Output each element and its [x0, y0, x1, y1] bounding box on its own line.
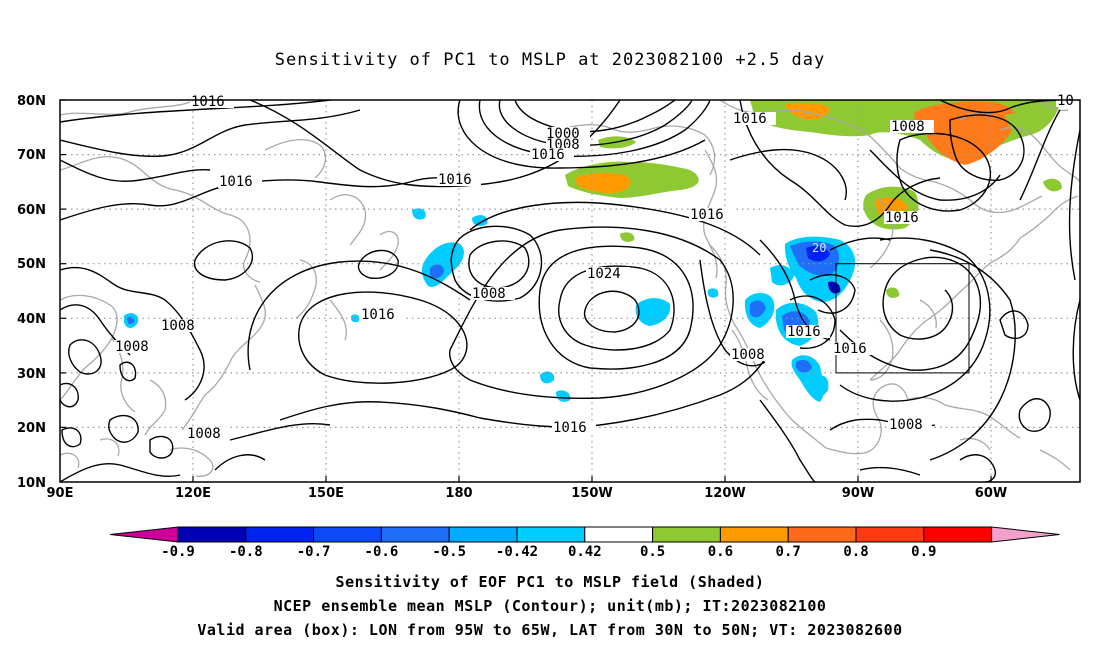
contour-label: 1008 — [187, 426, 221, 442]
colorbar-label: -0.9 — [161, 544, 195, 560]
colorbar-swatch — [719, 526, 789, 543]
colorbar-swatch — [380, 526, 450, 543]
lat-label: 70N — [17, 148, 46, 163]
contour-label: 1016 — [531, 147, 565, 163]
colorbar-label: 0.42 — [568, 544, 602, 560]
contour-label: 1016 — [885, 210, 919, 226]
contour-label: 1008 — [472, 286, 506, 302]
colorbar-label: 0.6 — [708, 544, 733, 560]
lon-label: 60W — [975, 486, 1007, 501]
contour-label: 1016 — [787, 324, 821, 340]
lon-label: 120W — [704, 486, 745, 501]
colorbar-swatch — [584, 526, 654, 543]
colorbar-label: -0.7 — [297, 544, 331, 560]
colorbar-label: 0.7 — [776, 544, 801, 560]
contour-label: 10 — [1057, 93, 1074, 109]
colorbar-swatch — [787, 526, 857, 543]
lat-label: 20N — [17, 421, 46, 436]
colorbar-swatch — [313, 526, 382, 543]
contour-label: 1008 — [889, 417, 923, 433]
contour-label: 1016 — [438, 172, 472, 188]
colorbar-swatch — [652, 526, 721, 543]
axis-ticks — [60, 99, 992, 482]
lon-label: 150E — [308, 486, 344, 501]
colorbar-label: 0.9 — [911, 544, 936, 560]
colorbar-low-arrow — [109, 526, 179, 543]
caption-line-1: Sensitivity of EOF PC1 to MSLP field (Sh… — [335, 573, 765, 591]
longitude-labels: 90E 120E 150E 180 150W 120W 90W 60W — [47, 486, 1008, 501]
contour-label: 1016 — [553, 420, 587, 436]
lat-label: 50N — [17, 257, 46, 272]
contour-label: 1008 — [731, 347, 765, 363]
lon-label: 90E — [47, 486, 74, 501]
contour-label: 1008 — [115, 339, 149, 355]
contour-label: 1016 — [361, 307, 395, 323]
colorbar-label: 0.5 — [640, 544, 665, 560]
contour-label: 1016 — [219, 174, 253, 190]
contour-label-layer: 1016 1000 1008 1016 1016 1008 10 1016 — [114, 93, 1078, 442]
colorbar: -0.9 -0.8 -0.7 -0.6 -0.5 -0.42 0.42 0.5 0.6 0.7 0.… — [109, 526, 1060, 560]
lon-label: 120E — [175, 486, 211, 501]
colorbar-swatch — [448, 526, 518, 543]
colorbar-swatch — [245, 526, 315, 543]
lat-label: 30N — [17, 367, 46, 382]
lon-label: 180 — [445, 486, 472, 501]
lat-label: 60N — [17, 203, 46, 218]
lat-label: 40N — [17, 312, 46, 327]
colorbar-label: -0.8 — [229, 544, 263, 560]
colorbar-swatch — [177, 526, 247, 543]
colorbar-high-arrow — [991, 526, 1060, 543]
valid-area-box — [835, 263, 970, 374]
contour-label: 1008 — [891, 119, 925, 135]
contour-label: 20 — [812, 241, 826, 255]
colorbar-label: 0.8 — [843, 544, 868, 560]
latitude-labels: 80N 70N 60N 50N 40N 30N 20N 10N — [17, 94, 46, 491]
colorbar-swatch — [923, 526, 993, 543]
lon-label: 150W — [571, 486, 612, 501]
colorbar-swatch — [855, 526, 925, 543]
contour-label: 1008 — [161, 318, 195, 334]
contour-label: 1016 — [833, 341, 867, 357]
colorbar-swatch — [516, 526, 586, 543]
contour-label: 1016 — [191, 94, 225, 110]
lat-label: 80N — [17, 94, 46, 109]
colorbar-label: -0.42 — [496, 544, 538, 560]
colorbar-label: -0.5 — [432, 544, 466, 560]
contour-label: 1024 — [587, 266, 621, 282]
lon-label: 90W — [842, 486, 874, 501]
lat-label: 10N — [17, 476, 46, 491]
map-title: Sensitivity of PC1 to MSLP at 2023082100… — [274, 50, 826, 70]
contour-label: 1016 — [690, 207, 724, 223]
caption-line-3: Valid area (box): LON from 95W to 65W, L… — [197, 621, 903, 639]
contour-label: 1016 — [733, 111, 767, 127]
caption-line-2: NCEP ensemble mean MSLP (Contour); unit(… — [273, 597, 827, 615]
colorbar-label: -0.6 — [365, 544, 399, 560]
